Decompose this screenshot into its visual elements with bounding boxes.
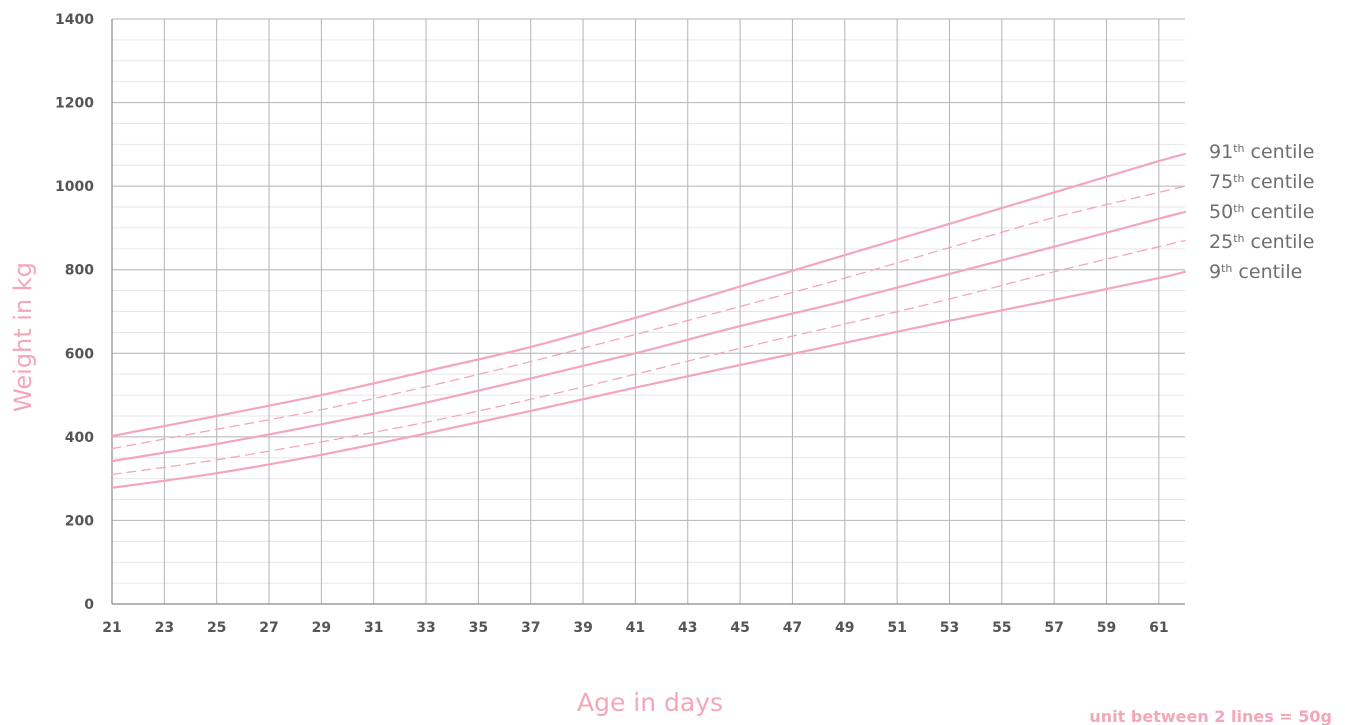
x-tick-label: 61 <box>1149 620 1168 636</box>
minor-gridlines <box>112 39 1185 584</box>
series-line-25th <box>111 239 1186 476</box>
x-tick-labels: 21 23 25 27 29 31 33 35 37 39 41 43 45 47 49 51 53 55 57 59… <box>102 620 1168 636</box>
legend-entry-91th: 91th centile <box>1209 141 1314 163</box>
y-axis-label: Weight in kg <box>9 262 37 412</box>
x-axis-label: Age in days <box>577 688 723 717</box>
x-tick-label: 25 <box>207 620 226 636</box>
x-tick-label: 47 <box>783 620 802 636</box>
x-tick-label: 45 <box>730 620 749 636</box>
y-tick-label: 1400 <box>55 12 94 28</box>
x-tick-label: 51 <box>887 620 906 636</box>
x-tick-label: 27 <box>259 620 278 636</box>
x-tick-label: 23 <box>155 620 174 636</box>
series-line-91th <box>110 152 1187 438</box>
x-tick-label: 39 <box>573 620 592 636</box>
y-tick-label: 800 <box>65 263 94 279</box>
series-line-75th <box>111 185 1186 450</box>
x-tick-label: 53 <box>940 620 959 636</box>
series-line-50th <box>110 210 1187 463</box>
y-tick-label: 400 <box>65 430 94 446</box>
y-tick-label: 600 <box>65 346 94 362</box>
x-tick-label: 43 <box>678 620 697 636</box>
legend: 91th centile 75th centile 50th centile 25th… <box>1209 141 1314 283</box>
y-tick-labels: 0 200 400 600 800 1000 1200 1400 <box>55 12 94 613</box>
legend-entry-75th: 75th centile <box>1209 171 1314 193</box>
axes <box>111 19 1185 605</box>
legend-entry-25th: 25th centile <box>1209 231 1314 253</box>
series-line-9th <box>110 270 1187 489</box>
x-tick-label: 49 <box>835 620 854 636</box>
legend-entry-9th: 9th centile <box>1209 261 1302 283</box>
major-gridlines <box>112 18 1185 604</box>
legend-entry-50th: 50th centile <box>1209 201 1314 223</box>
y-tick-label: 1000 <box>55 179 94 195</box>
units-note: unit between 2 lines = 50g <box>1089 707 1332 725</box>
y-tick-label: 200 <box>65 513 94 529</box>
x-tick-label: 31 <box>364 620 383 636</box>
x-tick-label: 35 <box>469 620 488 636</box>
x-tick-label: 59 <box>1097 620 1116 636</box>
x-tick-label: 21 <box>102 620 121 636</box>
x-tick-label: 57 <box>1044 620 1063 636</box>
x-tick-label: 33 <box>416 620 435 636</box>
series-lines <box>110 152 1187 489</box>
x-tick-label: 29 <box>312 620 331 636</box>
y-tick-label: 1200 <box>55 96 94 112</box>
x-tick-label: 41 <box>626 620 645 636</box>
y-tick-label: 0 <box>84 597 94 613</box>
x-tick-label: 55 <box>992 620 1011 636</box>
x-tick-label: 37 <box>521 620 540 636</box>
